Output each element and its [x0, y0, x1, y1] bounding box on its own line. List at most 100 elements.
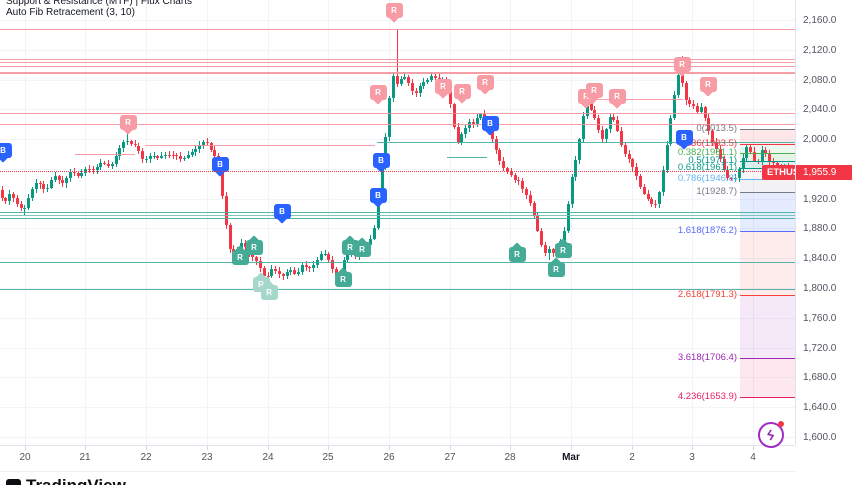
candle — [342, 260, 346, 275]
candle — [593, 109, 597, 118]
candle — [220, 163, 224, 196]
fib-level-line — [740, 160, 795, 162]
candle — [479, 114, 483, 119]
grid-line-horizontal — [0, 258, 795, 260]
candle — [650, 198, 654, 205]
time-axis-label[interactable]: 28 — [504, 452, 516, 463]
price-axis-label[interactable]: 2,160.0 — [803, 15, 837, 26]
resistance-marker[interactable]: R — [608, 88, 626, 109]
time-axis-label[interactable]: 27 — [444, 452, 456, 463]
price-axis-label[interactable]: 2,120.0 — [803, 44, 837, 56]
price-axis-label[interactable]: 1,760.0 — [803, 312, 837, 324]
price-axis-label[interactable]: 1,680.0 — [803, 372, 837, 384]
candle — [543, 244, 547, 253]
candle — [160, 156, 164, 158]
resistance-marker[interactable]: R — [699, 76, 717, 97]
time-axis-label[interactable]: 2 — [629, 452, 635, 463]
resistance-marker[interactable]: R — [369, 84, 387, 105]
candle — [391, 75, 395, 99]
buy-marker[interactable]: B — [211, 156, 229, 177]
indicator-title-support-resistance[interactable]: Support & Resistance (MTF) | Flux Charts — [6, 0, 192, 7]
candle — [768, 152, 772, 163]
grid-line-horizontal — [0, 288, 795, 290]
retest-marker[interactable]: R — [547, 256, 565, 277]
buy-marker[interactable]: B — [372, 152, 390, 173]
time-axis-label[interactable]: 26 — [383, 452, 395, 463]
candle — [699, 106, 703, 112]
price-axis-label[interactable]: 1,720.0 — [803, 342, 837, 354]
retest-marker[interactable]: R — [554, 237, 572, 258]
time-axis-label[interactable]: Mar — [562, 452, 580, 463]
retest-marker-faded[interactable]: R — [260, 279, 278, 300]
resistance-marker[interactable]: R — [434, 78, 452, 99]
chart-pane[interactable]: 0(2013.5) 0.236(1993.5) 0.382(1981.1) 0.5(1… — [0, 0, 795, 445]
retest-marker[interactable]: R — [334, 266, 352, 287]
time-axis-label[interactable]: 20 — [19, 452, 31, 463]
time-axis[interactable]: 20 21 22 23 24 25 26 27 28 Mar 2 3 4 — [0, 445, 795, 472]
time-axis-label[interactable]: 23 — [201, 452, 213, 463]
candle — [163, 154, 167, 157]
price-axis-label[interactable]: 2,080.0 — [803, 74, 837, 86]
candle — [153, 151, 155, 159]
buy-marker[interactable]: B — [273, 203, 291, 224]
price-axis-label[interactable]: 1,840.0 — [803, 253, 837, 265]
time-axis-label[interactable]: 4 — [750, 452, 756, 463]
time-axis-label[interactable]: 3 — [689, 452, 695, 463]
candle — [638, 176, 642, 187]
fib-level-label: 2.618(1791.3) — [677, 288, 737, 300]
price-axis-label[interactable]: 1,800.0 — [803, 283, 837, 295]
candle — [733, 178, 737, 180]
buy-marker[interactable]: B — [369, 187, 387, 208]
market-status-icon[interactable]: ϟ — [758, 421, 784, 448]
retest-marker[interactable]: R — [508, 241, 526, 262]
retest-marker[interactable]: R — [231, 244, 249, 265]
candle — [513, 175, 517, 181]
candle — [171, 154, 175, 156]
fib-level-line — [740, 357, 795, 359]
price-axis[interactable]: 2,160.0 2,120.0 2,080.0 2,040.0 2,000.0 1,920… — [795, 0, 852, 445]
support-resistance-line — [0, 58, 795, 60]
price-axis-label[interactable]: 1,640.0 — [803, 402, 837, 414]
time-axis-label[interactable]: 22 — [140, 452, 152, 463]
candle — [293, 269, 297, 274]
resistance-marker[interactable]: R — [119, 114, 137, 135]
resistance-marker[interactable]: R — [585, 82, 603, 103]
candle — [661, 170, 665, 193]
indicator-title-auto-fib[interactable]: Auto Fib Retracement (3, 10) — [6, 7, 135, 18]
price-axis-label[interactable]: 1,880.0 — [803, 223, 837, 235]
fib-zone — [740, 357, 795, 397]
resistance-marker[interactable]: R — [385, 2, 403, 23]
candle — [103, 163, 107, 165]
candle — [524, 188, 528, 196]
candle — [551, 249, 555, 254]
candle — [380, 166, 384, 199]
candle — [460, 134, 464, 143]
time-axis-label[interactable]: 24 — [262, 452, 274, 463]
candle — [646, 193, 650, 199]
candle — [589, 102, 593, 110]
candle — [509, 171, 513, 176]
price-axis-label[interactable]: 2,000.0 — [803, 134, 837, 146]
time-axis-tick — [510, 446, 511, 450]
resistance-marker[interactable]: R — [673, 56, 691, 77]
time-axis-tick — [571, 446, 572, 450]
resistance-marker[interactable]: R — [453, 83, 471, 104]
buy-marker[interactable]: B — [0, 142, 12, 163]
grid-line-horizontal — [0, 407, 795, 409]
candle — [308, 267, 312, 269]
time-axis-label[interactable]: 21 — [79, 452, 91, 463]
time-axis-label[interactable]: 25 — [322, 452, 334, 463]
candle — [369, 238, 373, 246]
price-axis-label[interactable]: 1,600.0 — [803, 431, 837, 443]
candle — [771, 162, 775, 164]
resistance-marker[interactable]: R — [476, 74, 494, 95]
candle — [741, 157, 745, 170]
buy-marker[interactable]: B — [481, 115, 499, 136]
fib-level-line — [740, 153, 795, 155]
retest-marker[interactable]: R — [245, 234, 263, 255]
retest-marker[interactable]: R — [353, 236, 371, 257]
price-axis-label[interactable]: 2,040.0 — [803, 104, 837, 116]
candle — [106, 163, 110, 167]
price-axis-label[interactable]: 1,920.0 — [803, 193, 837, 205]
buy-marker[interactable]: B — [675, 129, 693, 150]
